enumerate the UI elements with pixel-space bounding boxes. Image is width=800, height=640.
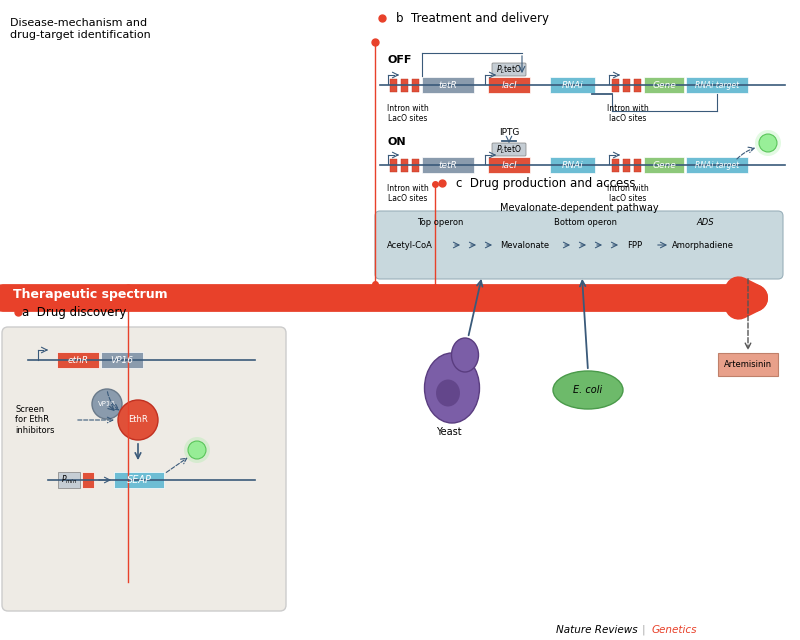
Text: OFF: OFF: [388, 55, 412, 65]
Bar: [686, 157, 748, 173]
Text: SEAP: SEAP: [126, 475, 151, 485]
Bar: [612, 159, 619, 172]
Bar: [634, 79, 641, 92]
FancyBboxPatch shape: [492, 63, 526, 76]
Bar: [422, 157, 474, 173]
Text: $P_L$tetO: $P_L$tetO: [496, 143, 522, 156]
Text: Gene: Gene: [652, 161, 676, 170]
Bar: [422, 77, 474, 93]
Text: Yeast: Yeast: [436, 427, 462, 437]
FancyBboxPatch shape: [375, 211, 783, 279]
Bar: [401, 79, 408, 92]
Text: Genetics: Genetics: [652, 625, 698, 635]
Text: VP16: VP16: [98, 401, 116, 407]
Bar: [718, 353, 778, 376]
Text: Bottom operon: Bottom operon: [554, 218, 617, 227]
Text: RNAi: RNAi: [562, 81, 583, 90]
Ellipse shape: [553, 371, 623, 409]
Text: lacI: lacI: [501, 161, 517, 170]
Text: Nature Reviews: Nature Reviews: [556, 625, 638, 635]
Bar: [57, 352, 99, 368]
Bar: [644, 77, 684, 93]
Text: E. coli: E. coli: [574, 385, 602, 395]
Bar: [390, 79, 397, 92]
Circle shape: [92, 389, 122, 419]
Text: VP16: VP16: [110, 355, 134, 365]
FancyBboxPatch shape: [2, 327, 286, 611]
Circle shape: [184, 437, 210, 463]
Text: FPP: FPP: [627, 241, 642, 250]
Bar: [488, 77, 530, 93]
Circle shape: [759, 134, 777, 152]
Text: Mevalonate: Mevalonate: [500, 241, 549, 250]
Text: RNAi target: RNAi target: [695, 161, 739, 170]
Text: $P_{min}$: $P_{min}$: [61, 474, 77, 486]
Ellipse shape: [425, 353, 479, 423]
Text: Top operon: Top operon: [417, 218, 463, 227]
Bar: [612, 79, 619, 92]
Text: c  Drug production and access: c Drug production and access: [456, 177, 635, 189]
Bar: [634, 159, 641, 172]
Bar: [686, 77, 748, 93]
Text: Mevalonate-dependent pathway: Mevalonate-dependent pathway: [500, 203, 658, 213]
Text: $P_L$tetO: $P_L$tetO: [496, 63, 522, 76]
Ellipse shape: [451, 338, 478, 372]
FancyBboxPatch shape: [492, 143, 526, 156]
Ellipse shape: [436, 380, 460, 406]
Bar: [550, 157, 595, 173]
Text: Intron with
LacO sites: Intron with LacO sites: [387, 104, 429, 124]
Text: IPTG: IPTG: [499, 127, 519, 136]
Text: tetR: tetR: [438, 161, 458, 170]
Text: tetR: tetR: [438, 81, 458, 90]
Text: Gene: Gene: [652, 81, 676, 90]
Text: Intron with
LacO sites: Intron with LacO sites: [387, 184, 429, 204]
Text: Artemisinin: Artemisinin: [724, 360, 772, 369]
Bar: [114, 472, 164, 488]
Text: Amorphadiene: Amorphadiene: [672, 241, 734, 250]
Text: a  Drug discovery: a Drug discovery: [22, 305, 126, 319]
Bar: [412, 79, 419, 92]
Text: RNAi: RNAi: [562, 161, 583, 170]
Bar: [550, 77, 595, 93]
Text: Screen
for EthR
inhibitors: Screen for EthR inhibitors: [15, 405, 54, 435]
Text: Therapeutic spectrum: Therapeutic spectrum: [13, 287, 168, 301]
Text: Intron with
lacO sites: Intron with lacO sites: [607, 184, 649, 204]
Bar: [401, 159, 408, 172]
Bar: [390, 159, 397, 172]
Text: Acetyl-CoA: Acetyl-CoA: [387, 241, 433, 250]
Bar: [412, 159, 419, 172]
Bar: [101, 352, 143, 368]
Text: ethR: ethR: [67, 355, 89, 365]
Text: lacI: lacI: [501, 81, 517, 90]
Bar: [488, 157, 530, 173]
Circle shape: [188, 441, 206, 459]
Text: EthR: EthR: [128, 415, 148, 424]
Text: ADS: ADS: [696, 218, 714, 227]
Text: |: |: [642, 625, 646, 636]
Bar: [623, 79, 630, 92]
Bar: [58, 472, 80, 488]
Circle shape: [118, 400, 158, 440]
Bar: [82, 472, 94, 488]
Bar: [623, 159, 630, 172]
Text: ON: ON: [388, 137, 406, 147]
Text: Intron with
lacO sites: Intron with lacO sites: [607, 104, 649, 124]
Circle shape: [755, 130, 781, 156]
Text: RNAi target: RNAi target: [695, 81, 739, 90]
Bar: [644, 157, 684, 173]
Text: Disease-mechanism and
drug-target identification: Disease-mechanism and drug-target identi…: [10, 18, 150, 40]
Text: b  Treatment and delivery: b Treatment and delivery: [396, 12, 549, 24]
